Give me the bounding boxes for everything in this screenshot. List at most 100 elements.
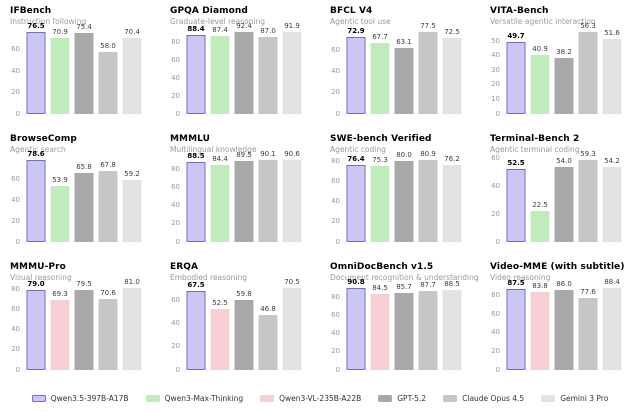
y-axis-tick-label: 0 (15, 237, 20, 246)
y-axis-tick-label: 0 (175, 109, 180, 118)
bar-slot: 75.3 (368, 154, 392, 242)
bar-value-label: 52.5 (212, 298, 228, 307)
benchmark-grid: IFBench Instruction following 0 20 40 60 76.5 7… (10, 0, 625, 373)
bar-Gemini 3 Pro (442, 37, 462, 114)
bar-Claude Opus 4.5 (418, 290, 438, 370)
bar-value-label: 79.5 (76, 279, 92, 288)
bar-slot: 87.0 (256, 26, 280, 114)
y-axis-tick-label: 20 (11, 216, 20, 225)
bar-slot: 88.5 (184, 152, 208, 242)
plot-area: 0 20 40 60 67.5 52.5 59.8 46.8 70.5 (171, 278, 304, 373)
y-axis-tick-label: 80 (171, 38, 180, 47)
bar-Qwen3-Max-Thinking (370, 42, 390, 114)
y-axis-tick-label: 40 (331, 197, 340, 206)
bar-slot: 92.4 (232, 22, 256, 114)
y-axis-tick-label: 60 (11, 45, 20, 54)
bar-slot: 79.5 (72, 280, 96, 370)
bar-value-label: 90.8 (347, 278, 365, 287)
bar-value-label: 70.6 (100, 288, 116, 297)
chart-subtitle: Visual reasoning (10, 273, 72, 282)
y-axis-tick-label: 60 (11, 175, 20, 184)
chart-subtitle: Instruction following (10, 17, 87, 26)
bar-value-label: 53.9 (52, 175, 68, 184)
bar-value-label: 85.7 (396, 282, 412, 291)
legend-item: Claude Opus 4.5 (443, 394, 524, 403)
bar-slot: 22.5 (528, 154, 552, 242)
bar-Claude Opus 4.5 (258, 315, 278, 370)
bar-value-label: 67.8 (100, 161, 116, 170)
chart-title: Video-MME (with subtitle) (490, 262, 625, 272)
y-axis-tick-label: 0 (495, 109, 500, 118)
bar-slot: 88.4 (184, 25, 208, 114)
y-axis-tick-label: 20 (171, 342, 180, 351)
bar-Qwen3.5-397B-A17B (26, 160, 46, 242)
y-axis-tick-label: 40 (11, 325, 20, 334)
bar-Qwen3-VL-235B-A22B (530, 291, 550, 370)
chart-cell: BFCL V4 Agentic tool use 0 20 40 60 72.9 67.7 63… (320, 0, 480, 128)
y-axis-tick-label: 80 (171, 164, 180, 173)
bar-Qwen3.5-397B-A17B (506, 41, 526, 114)
bar-value-label: 88.4 (187, 25, 205, 34)
bar-Claude Opus 4.5 (418, 160, 438, 242)
bar-Qwen3-Max-Thinking (50, 185, 70, 242)
y-axis-tick-label: 80 (331, 156, 340, 165)
bar-slot: 58.0 (96, 26, 120, 114)
bar-GPT-5.2 (74, 289, 94, 370)
y-axis-tick-label: 20 (491, 209, 500, 218)
y-axis-tick-label: 80 (11, 284, 20, 293)
bar-value-label: 40.9 (532, 44, 548, 53)
legend-label: Claude Opus 4.5 (462, 393, 525, 403)
chart-subtitle: Agentic terminal coding (490, 145, 580, 154)
chart-subtitle: Video reasoning (490, 273, 551, 282)
chart-title: MMMU-Pro (10, 262, 66, 272)
y-axis-tick-label: 60 (171, 56, 180, 65)
legend-label: Qwen3.5-397B-A17B (50, 393, 129, 403)
bar-Qwen3.5-397B-A17B (26, 290, 46, 370)
bar-value-label: 81.0 (124, 278, 140, 287)
legend-swatch-icon (378, 394, 393, 402)
bar-value-label: 91.9 (284, 22, 300, 31)
chart-title: BFCL V4 (330, 6, 373, 16)
y-axis-tick-label: 20 (491, 80, 500, 89)
legend-item: Qwen3.5-397B-A17B (31, 393, 129, 403)
bar-slot: 76.2 (440, 154, 464, 242)
bar-Claude Opus 4.5 (418, 32, 438, 114)
bar-slot: 88.5 (440, 280, 464, 370)
y-axis-tick-label: 60 (11, 304, 20, 313)
bar-slot: 87.4 (208, 26, 232, 114)
legend-swatch-icon (541, 394, 556, 402)
chart-title: ERQA (170, 262, 199, 272)
bar-Qwen3.5-397B-A17B (346, 288, 366, 370)
chart-title: SWE-bench Verified (330, 134, 432, 144)
plot-area: 0 20 40 60 76.5 70.9 75.4 58.0 70.4 (11, 22, 144, 117)
bar-slot: 70.4 (120, 26, 144, 114)
bar-slot: 87.5 (504, 279, 528, 370)
bar-value-label: 70.4 (124, 28, 140, 37)
bar-Qwen3-Max-Thinking (530, 54, 550, 114)
legend-item: Qwen3-VL-235B-A22B (260, 394, 361, 403)
y-axis-tick-label: 20 (171, 91, 180, 100)
legend-item: Gemini 3 Pro (541, 394, 608, 403)
bar-value-label: 63.1 (396, 37, 412, 46)
bar-slot: 65.8 (72, 154, 96, 242)
y-axis-tick-label: 0 (175, 237, 180, 246)
bar-slot: 88.4 (600, 278, 624, 370)
bar-Claude Opus 4.5 (98, 298, 118, 370)
bar-slot: 52.5 (208, 282, 232, 370)
bar-Claude Opus 4.5 (578, 297, 598, 370)
bar-value-label: 78.6 (27, 150, 45, 159)
y-axis-tick-label: 10 (491, 94, 500, 103)
y-axis-tick-label: 40 (11, 195, 20, 204)
bar-value-label: 76.5 (27, 21, 45, 30)
bar-value-label: 84.5 (372, 283, 388, 292)
bar-slot: 84.4 (208, 154, 232, 242)
bar-slot: 59.2 (120, 154, 144, 242)
bar-GPT-5.2 (394, 292, 414, 370)
plot-area: 0 20 40 60 80 90.8 84.5 85.7 87.7 88.5 (331, 278, 464, 373)
bar-Gemini 3 Pro (602, 166, 622, 242)
chart-title: OmniDocBench v1.5 (330, 262, 434, 272)
legend-swatch-icon (145, 394, 160, 402)
bar-slot: 80.9 (416, 150, 440, 242)
bar-slot: 87.7 (416, 281, 440, 370)
bar-slot: 84.5 (368, 282, 392, 370)
